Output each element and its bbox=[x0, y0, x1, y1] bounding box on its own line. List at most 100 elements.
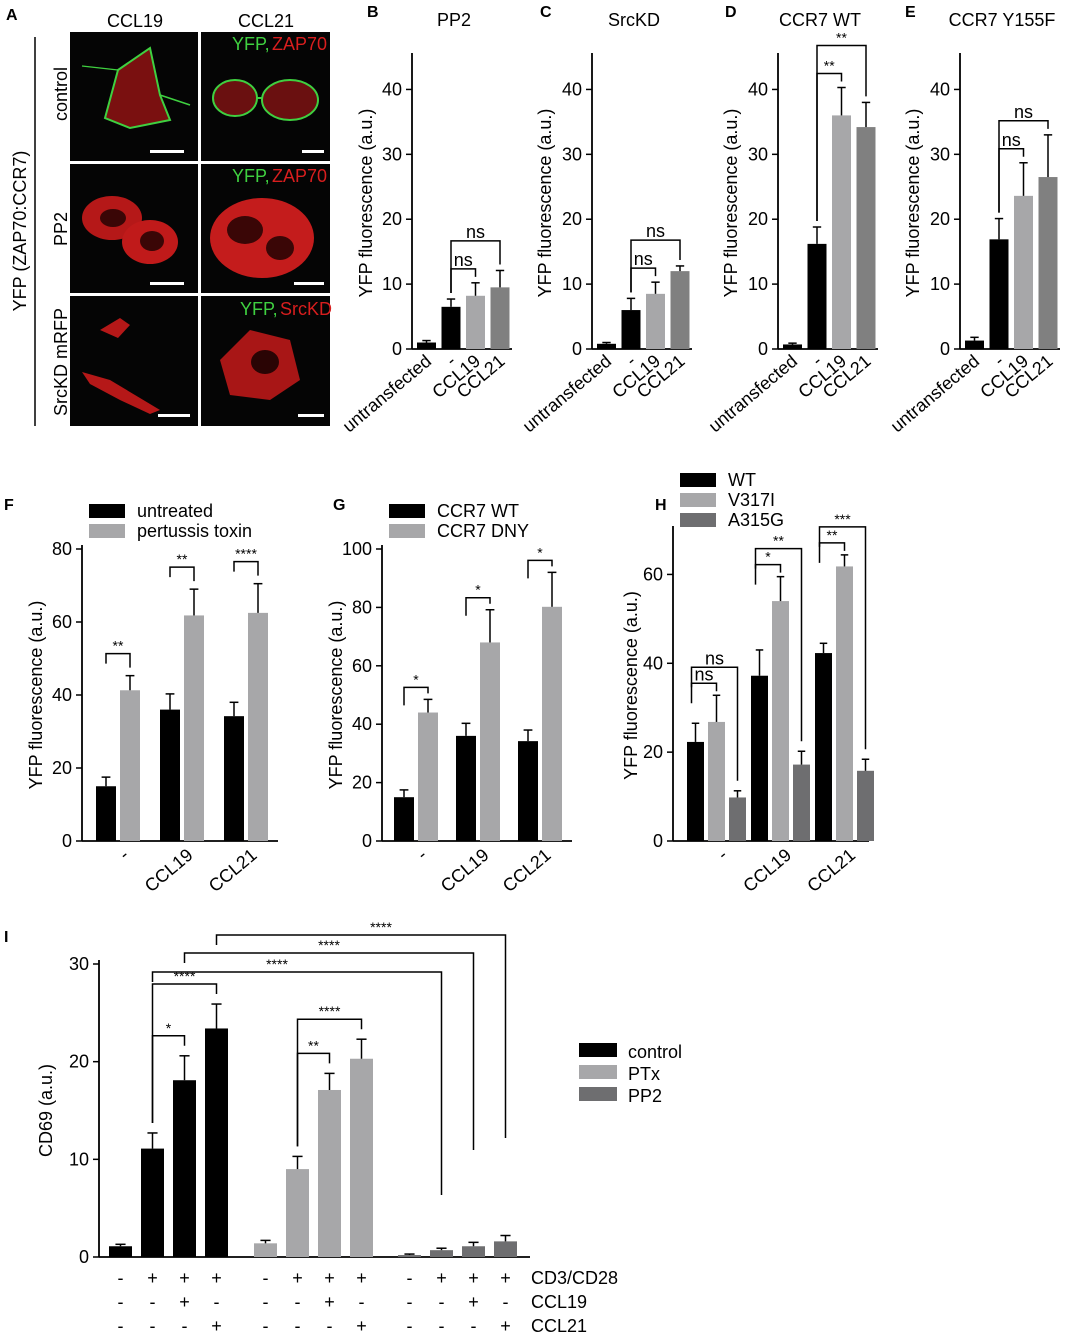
long-significance-bracket bbox=[151, 971, 443, 1195]
condition-sign: + bbox=[468, 1292, 479, 1312]
condition-sign: - bbox=[263, 1292, 269, 1312]
condition-sign: - bbox=[263, 1316, 269, 1336]
y-tick-label: 30 bbox=[562, 144, 582, 164]
bar-untreated bbox=[160, 709, 180, 841]
condition-sign: - bbox=[150, 1292, 156, 1312]
bar-v317i bbox=[708, 721, 725, 841]
significance-bracket bbox=[465, 596, 491, 616]
panel-letter-h: H bbox=[655, 497, 667, 514]
x-tick-label: CCL19 bbox=[141, 845, 197, 896]
y-axis-label: YFP fluorescence (a.u.) bbox=[356, 109, 376, 298]
legend-swatch-1 bbox=[89, 524, 125, 538]
significance-bracket bbox=[296, 1018, 363, 1147]
condition-label: CCL19 bbox=[531, 1292, 587, 1312]
bar-a315g bbox=[857, 770, 874, 841]
condition-sign: - bbox=[295, 1292, 301, 1312]
y-tick-label: 60 bbox=[643, 564, 663, 584]
condition-sign: - bbox=[359, 1292, 365, 1312]
y-tick-label: 0 bbox=[392, 339, 402, 359]
significance-bracket-label: * bbox=[413, 671, 419, 687]
bar-wt bbox=[751, 675, 768, 841]
significance-bracket-label: **** bbox=[319, 1003, 341, 1019]
condition-sign: + bbox=[500, 1316, 511, 1336]
legend-swatch-1 bbox=[389, 524, 425, 538]
overlay-red-1: ZAP70 bbox=[272, 34, 327, 54]
condition-sign: + bbox=[147, 1268, 158, 1288]
micrograph-control-ccl19 bbox=[70, 32, 198, 161]
chart-d: 0 10 20 30 40 YFP fluorescence (a.u.) CCR7 WT u… bbox=[705, 10, 878, 436]
bar-ccr7-dny bbox=[542, 606, 562, 841]
bar-pertussis-toxin bbox=[120, 690, 140, 841]
condition-sign: + bbox=[468, 1268, 479, 1288]
y-tick-label: 40 bbox=[382, 79, 402, 99]
bar-ptx-2 bbox=[318, 1089, 341, 1257]
y-tick-label: 0 bbox=[653, 831, 663, 851]
chart-title: CCR7 WT bbox=[779, 10, 861, 30]
significance-bracket-label: ns bbox=[694, 664, 713, 684]
condition-sign: + bbox=[356, 1268, 367, 1288]
legend-label: PP2 bbox=[628, 1086, 662, 1106]
bar-ccr7-dny bbox=[418, 712, 438, 841]
legend-label: A315G bbox=[728, 510, 784, 530]
significance-bracket bbox=[818, 542, 846, 563]
y-axis-label: CD69 (a.u.) bbox=[36, 1064, 56, 1157]
condition-sign: - bbox=[263, 1268, 269, 1288]
significance-bracket-label: * bbox=[537, 544, 543, 560]
significance-bracket bbox=[105, 652, 131, 668]
x-tick-label: CCL21 bbox=[205, 845, 261, 896]
y-tick-label: 20 bbox=[382, 209, 402, 229]
col-label-ccl21: CCL21 bbox=[238, 11, 294, 31]
significance-bracket bbox=[527, 559, 553, 579]
x-tick-label: CCL19 bbox=[739, 845, 795, 896]
bar-untreated bbox=[96, 786, 116, 841]
overlay-green-3: YFP, bbox=[240, 299, 278, 319]
bar-untransfected bbox=[417, 342, 436, 349]
y-tick-label: 10 bbox=[382, 274, 402, 294]
y-axis-label: YFP fluorescence (a.u.) bbox=[26, 601, 46, 790]
row-label-pp2: PP2 bbox=[51, 212, 71, 246]
bar-ccr7-wt bbox=[456, 735, 476, 841]
condition-sign: + bbox=[179, 1268, 190, 1288]
micrograph-srckd-ccl19 bbox=[70, 296, 198, 426]
y-tick-label: 40 bbox=[52, 685, 72, 705]
x-tick-label: untransfected bbox=[339, 351, 435, 436]
bar-ptx-1 bbox=[286, 1169, 309, 1257]
x-tick-label: untransfected bbox=[519, 351, 615, 436]
panel-letter-g: G bbox=[333, 497, 345, 514]
bar-ccl21 bbox=[670, 271, 690, 349]
x-tick-label: CCL19 bbox=[437, 845, 493, 896]
bar-ptx-3 bbox=[350, 1058, 373, 1257]
y-tick-label: 40 bbox=[562, 79, 582, 99]
bar-none bbox=[989, 239, 1009, 349]
bar-ccr7-wt bbox=[394, 797, 414, 841]
chart-title: CCR7 Y155F bbox=[949, 10, 1056, 30]
bar-untreated bbox=[224, 716, 244, 841]
micrograph-pp2-ccl19 bbox=[70, 164, 198, 293]
condition-sign: - bbox=[407, 1316, 413, 1336]
bar-pp2-0 bbox=[398, 1255, 421, 1257]
y-tick-label: 0 bbox=[362, 831, 372, 851]
y-tick-label: 20 bbox=[562, 209, 582, 229]
legend-swatch-2 bbox=[579, 1087, 617, 1101]
significance-bracket bbox=[169, 566, 195, 582]
significance-bracket-label: ** bbox=[827, 527, 838, 543]
row-label-control: control bbox=[51, 67, 71, 121]
bar-ccl21 bbox=[1038, 177, 1058, 349]
y-tick-label: 20 bbox=[69, 1052, 89, 1072]
condition-sign: + bbox=[500, 1268, 511, 1288]
condition-sign: + bbox=[324, 1292, 335, 1312]
significance-bracket-label: ns bbox=[1002, 130, 1021, 150]
significance-bracket-label: ** bbox=[113, 638, 124, 654]
y-tick-label: 0 bbox=[940, 339, 950, 359]
chart-b: 0 10 20 30 40 YFP fluorescence (a.u.) PP2 untra… bbox=[339, 10, 512, 436]
panel-letter-a: A bbox=[6, 7, 18, 24]
bar-wt bbox=[815, 653, 832, 841]
condition-sign: - bbox=[407, 1268, 413, 1288]
legend-swatch-0 bbox=[89, 504, 125, 518]
significance-bracket bbox=[690, 666, 739, 781]
y-tick-label: 20 bbox=[52, 758, 72, 778]
bar-ccl21 bbox=[856, 127, 876, 349]
bar-ccr7-wt bbox=[518, 741, 538, 841]
condition-sign: - bbox=[407, 1292, 413, 1312]
